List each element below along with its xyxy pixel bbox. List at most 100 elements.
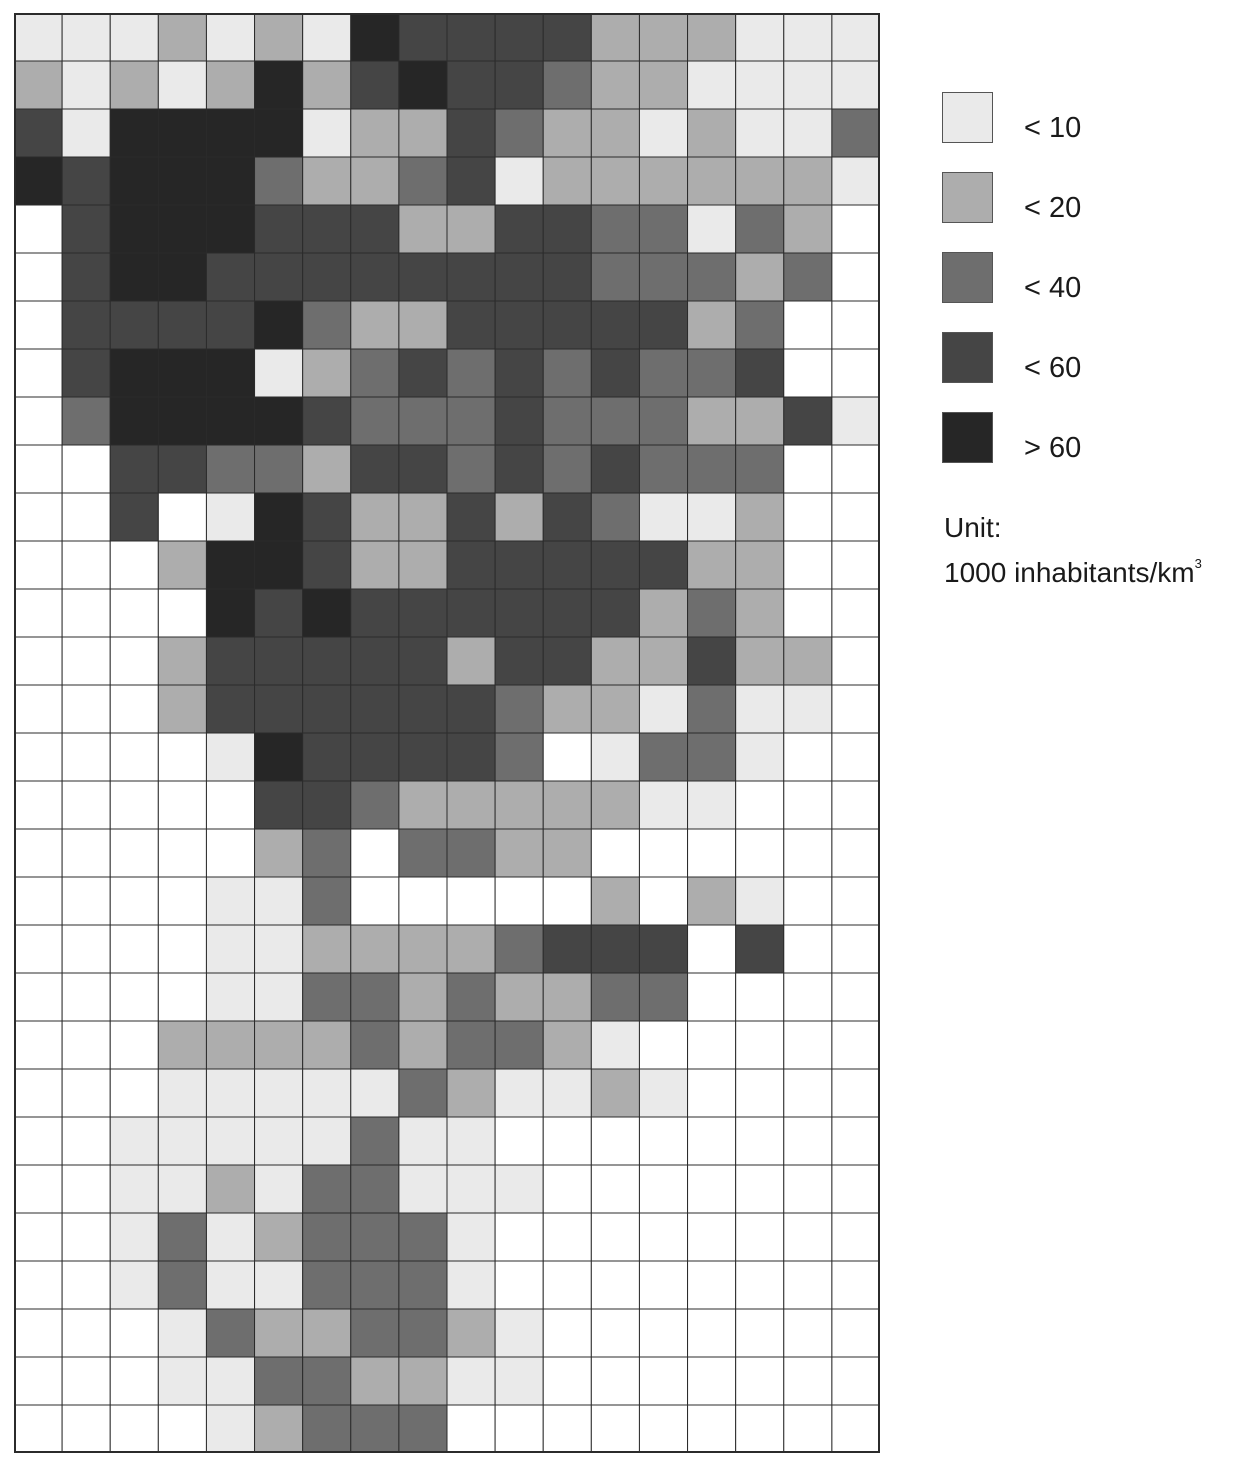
grid-cell-empty [157,1404,207,1453]
grid-cell-empty [109,1404,159,1453]
grid-cell-lt20 [205,60,256,110]
grid-cell-lt60 [254,636,304,686]
grid-cell-empty [783,828,833,878]
grid-cell-gt60 [254,492,304,542]
grid-cell-lt60 [590,300,640,350]
grid-cell-empty [61,1404,111,1453]
grid-cell-lt40 [687,252,737,302]
grid-cell-lt60 [61,156,111,206]
grid-cell-empty [494,1116,544,1166]
grid-cell-empty [61,732,111,782]
grid-cell-lt20 [687,876,737,926]
grid-cell-empty [783,780,833,830]
grid-cell-lt60 [254,204,304,254]
grid-cell-empty [61,972,111,1022]
grid-cell-lt60 [254,588,304,638]
grid-cell-lt20 [398,300,448,350]
grid-cell-lt40 [302,1164,352,1214]
grid-cell-lt60 [638,540,689,590]
grid-cell-empty [831,972,880,1022]
grid-cell-gt60 [157,348,207,398]
grid-cell-lt60 [494,636,544,686]
grid-cell-lt10 [254,1068,304,1118]
grid-cell-lt60 [302,252,352,302]
grid-cell-empty [109,924,159,974]
grid-cell-lt60 [109,492,159,542]
grid-cell-gt60 [157,252,207,302]
grid-cell-lt40 [350,396,400,446]
grid-cell-empty [109,1068,159,1118]
grid-cell-lt60 [590,444,640,494]
grid-cell-lt40 [494,924,544,974]
grid-cell-empty [831,636,880,686]
grid-cell-empty [14,876,63,926]
grid-cell-lt10 [61,60,111,110]
grid-cell-empty [14,780,63,830]
grid-cell-empty [157,924,207,974]
grid-cell-gt60 [350,13,400,62]
grid-cell-lt10 [157,1116,207,1166]
unit-label: Unit: [944,512,1002,543]
legend-swatch-gt60 [942,412,993,463]
grid-cell-lt40 [542,396,592,446]
grid-cell-lt60 [735,924,785,974]
grid-cell-empty [783,1404,833,1453]
grid-cell-empty [157,780,207,830]
grid-cell-empty [14,1068,63,1118]
grid-cell-lt10 [350,1068,400,1118]
grid-cell-lt40 [398,1308,448,1358]
grid-cell-lt10 [157,60,207,110]
grid-cell-gt60 [254,732,304,782]
grid-cell-empty [61,828,111,878]
grid-cell-empty [735,1116,785,1166]
grid-cell-empty [687,1068,737,1118]
grid-cell-empty [831,300,880,350]
grid-cell-lt60 [350,588,400,638]
grid-cell-lt40 [590,252,640,302]
grid-cell-lt20 [687,540,737,590]
grid-cell-empty [590,828,640,878]
grid-cell-empty [590,1212,640,1262]
grid-cell-empty [638,1116,689,1166]
grid-cell-lt60 [494,444,544,494]
grid-cell-lt40 [398,828,448,878]
grid-cell-empty [783,1164,833,1214]
grid-cell-empty [831,1164,880,1214]
grid-cell-lt20 [687,156,737,206]
grid-cell-lt10 [302,13,352,62]
grid-cell-empty [735,780,785,830]
unit-value: 1000 inhabitants/km3 [944,546,1202,591]
grid-cell-lt20 [157,13,207,62]
grid-cell-lt60 [638,924,689,974]
grid-cell-lt60 [302,540,352,590]
grid-cell-lt40 [494,732,544,782]
grid-cell-empty [542,732,592,782]
legend-label-lt20: < 20 [1024,192,1082,224]
grid-cell-lt60 [302,780,352,830]
grid-cell-lt10 [494,1164,544,1214]
grid-cell-lt60 [398,348,448,398]
grid-cell-lt10 [831,13,880,62]
grid-cell-gt60 [254,108,304,158]
grid-cell-lt60 [205,300,256,350]
grid-cell-empty [735,1356,785,1406]
grid-cell-empty [687,828,737,878]
grid-cell-empty [398,876,448,926]
grid-cell-lt20 [687,108,737,158]
grid-cell-lt40 [350,972,400,1022]
grid-cell-lt60 [398,732,448,782]
grid-cell-lt10 [687,492,737,542]
grid-cell-lt20 [398,1020,448,1070]
grid-cell-lt40 [590,972,640,1022]
grid-cell-lt20 [542,972,592,1022]
grid-cell-gt60 [205,108,256,158]
grid-cell-empty [14,924,63,974]
grid-cell-lt20 [254,1020,304,1070]
grid-cell-empty [14,732,63,782]
grid-cell-lt20 [398,204,448,254]
grid-cell-lt40 [687,684,737,734]
grid-cell-empty [638,1212,689,1262]
grid-cell-lt20 [302,924,352,974]
grid-cell-empty [687,1020,737,1070]
grid-cell-empty [542,1212,592,1262]
